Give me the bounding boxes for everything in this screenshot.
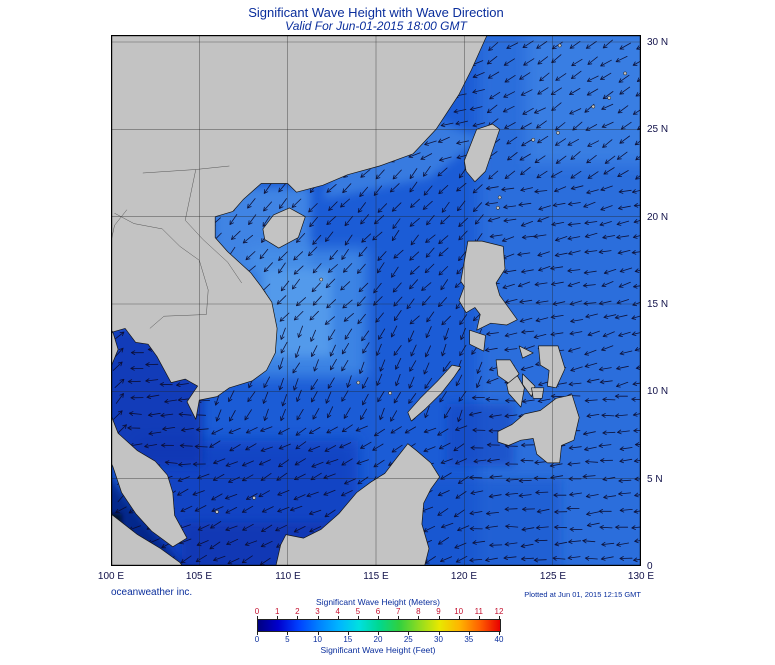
colorbar-tick-mark [357, 616, 359, 619]
colorbar-feet-tick-label: 25 [403, 635, 413, 644]
colorbar-feet-tick-label: 40 [494, 635, 504, 644]
colorbar-tick-mark [499, 616, 500, 619]
lon-tick-label: 120 E [450, 571, 478, 582]
colorbar-tick-mark [438, 632, 440, 635]
lat-tick-label: 20 N [647, 212, 669, 223]
colorbar-tick-mark [257, 632, 258, 635]
colorbar-meters-tick-label: 10 [454, 607, 464, 616]
colorbar-tick-mark [378, 632, 379, 635]
colorbar-meters-tick-label: 3 [315, 607, 320, 616]
colorbar-tick-mark [378, 616, 379, 619]
valid-time-subtitle: Valid For Jun-01-2015 18:00 GMT [285, 19, 467, 33]
colorbar-feet-tick-label: 0 [254, 635, 260, 644]
colorbar-meters-tick-label: 11 [474, 607, 483, 616]
lon-tick-label: 125 E [539, 571, 567, 582]
colorbar-meters-tick-label: 8 [416, 607, 421, 616]
colorbar-tick-mark [398, 616, 400, 619]
colorbar-tick-mark [277, 616, 279, 619]
lon-tick-label: 100 E [97, 571, 125, 582]
colorbar-feet-tick-label: 20 [373, 635, 383, 644]
colorbar-meters-tick-label: 6 [375, 607, 381, 616]
colorbar-tick-mark [337, 616, 339, 619]
colorbar-feet-tick-label: 5 [285, 635, 290, 644]
lat-tick-label: 30 N [647, 37, 669, 48]
page-title: Significant Wave Height with Wave Direct… [248, 5, 504, 20]
colorbar-tick-mark [458, 616, 460, 619]
colorbar-tick-mark [257, 616, 258, 619]
colorbar-meters-tick-label: 0 [254, 607, 260, 616]
colorbar-meters-tick-label: 7 [395, 607, 401, 616]
colorbar-meters-tick-label: 1 [274, 607, 280, 616]
colorbar-feet-tick-label: 30 [434, 635, 443, 644]
lat-tick-label: 10 N [647, 386, 669, 397]
plotted-timestamp: Plotted at Jun 01, 2015 12:15 GMT [524, 590, 641, 599]
lon-tick-label: 110 E [275, 571, 301, 582]
colorbar-meters-title: Significant Wave Height (Meters) [316, 597, 440, 607]
colorbar-tick-mark [468, 632, 470, 635]
colorbar-meters-tick-label: 4 [335, 607, 340, 616]
colorbar-meters-tick-label: 2 [295, 607, 300, 616]
colorbar-feet-tick-label: 35 [464, 635, 474, 644]
colorbar-tick-mark [347, 632, 349, 635]
lat-tick-label: 15 N [647, 299, 669, 310]
lat-tick-label: 25 N [647, 124, 669, 135]
colorbar-gradient [257, 619, 501, 632]
oceanweather-credit: oceanweather inc. [111, 587, 193, 598]
colorbar-meters-tick-label: 9 [436, 607, 441, 616]
lat-tick-label: 5 N [647, 474, 663, 485]
lon-tick-label: 115 E [363, 571, 389, 582]
colorbar-tick-mark [317, 632, 319, 635]
colorbar-tick-mark [297, 616, 299, 619]
colorbar-feet-title: Significant Wave Height (Feet) [320, 645, 436, 655]
colorbar-tick-mark [478, 616, 480, 619]
colorbar-tick-mark [287, 632, 289, 635]
colorbar-meters-tick-label: 12 [494, 607, 504, 616]
wave-height-map [111, 35, 641, 566]
colorbar-tick-mark [418, 616, 420, 619]
colorbar-feet-tick-label: 10 [313, 635, 322, 644]
lon-tick-label: 130 E [627, 571, 655, 582]
colorbar-tick-mark [317, 616, 319, 619]
colorbar-tick-mark [438, 616, 440, 619]
colorbar-meters-tick-label: 5 [355, 607, 361, 616]
lon-tick-label: 105 E [185, 571, 213, 582]
lat-tick-label: 0 [647, 561, 653, 572]
colorbar-tick-mark [499, 632, 500, 635]
colorbar-feet-tick-label: 15 [343, 635, 353, 644]
colorbar-tick-mark [408, 632, 410, 635]
